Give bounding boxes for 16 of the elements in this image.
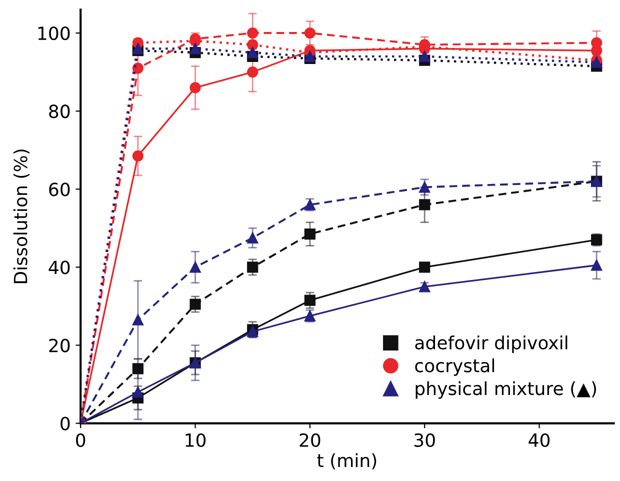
x-tick-label: 40 — [528, 433, 550, 447]
legend-label: cocrystal — [415, 358, 494, 376]
y-tick-label: 60 — [49, 182, 70, 196]
y-tick-label: 100 — [38, 26, 70, 40]
y-tick-label: 40 — [48, 260, 70, 274]
x-tick-label: 0 — [76, 433, 86, 447]
x-axis-title: t (min) — [317, 453, 376, 470]
legend-label: physical mixture (▲) — [416, 381, 596, 399]
y-tick-label: 20 — [49, 338, 70, 352]
legend-label: adefovir dipivoxil — [415, 336, 568, 353]
y-tick-label: 80 — [49, 104, 70, 118]
x-tick-label: 10 — [186, 433, 206, 447]
y-tick-label: 0 — [60, 416, 70, 430]
x-tick-label: 30 — [414, 433, 435, 447]
x-tick-label: 20 — [300, 433, 320, 447]
y-axis-title: Dissolution (%) — [13, 150, 30, 284]
